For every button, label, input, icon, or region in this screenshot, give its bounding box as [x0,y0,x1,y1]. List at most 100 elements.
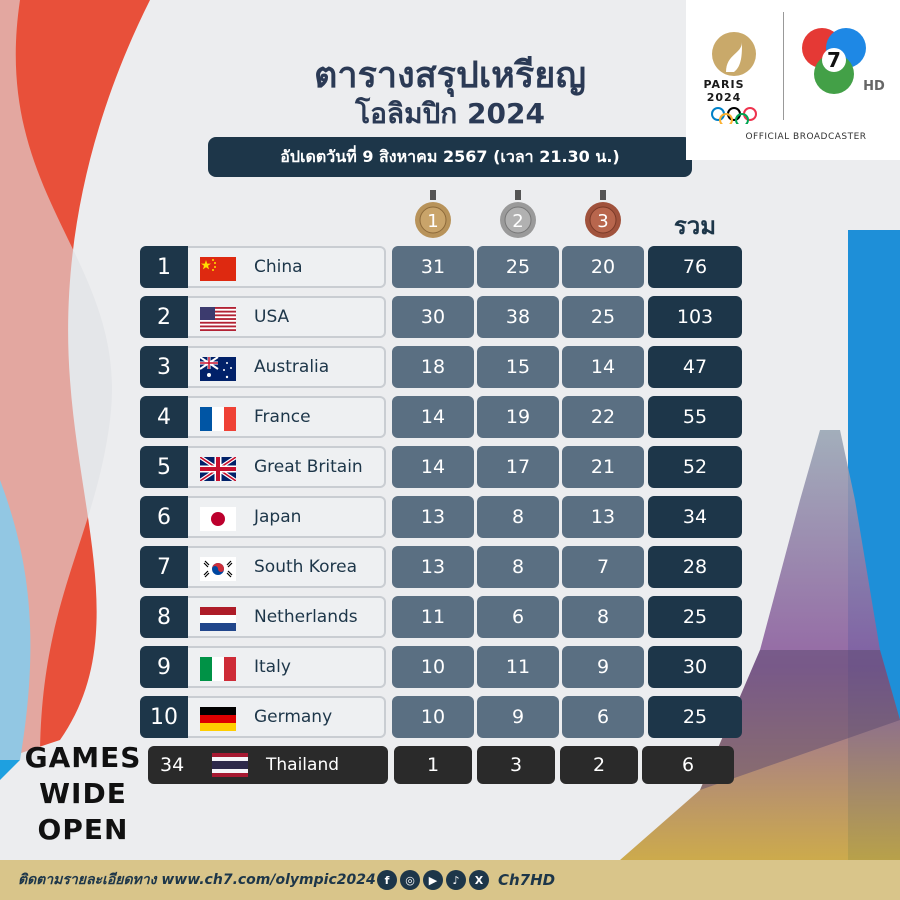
social-handle: Ch7HD [498,871,556,889]
country-cell: Japan [188,496,386,538]
country-name: Netherlands [254,607,358,627]
instagram-icon[interactable]: ◎ [400,870,420,890]
total-count: 55 [648,396,742,438]
country-name: Italy [254,657,291,677]
table-row: 7 South Korea 13 8 7 28 [0,546,900,588]
table-row: 2 USA 30 38 25 103 [0,296,900,338]
silver-count: 6 [477,596,559,638]
country-name: USA [254,307,290,327]
country-name: Germany [254,707,333,727]
usa-flag-icon [200,307,236,331]
gold-count: 14 [392,396,474,438]
australia-flag-icon [200,357,236,381]
silver-count: 38 [477,296,559,338]
country-name: France [254,407,311,427]
silver-count: 8 [477,546,559,588]
bronze-count: 22 [562,396,644,438]
youtube-icon[interactable]: ▶ [423,870,443,890]
table-row: 5 Great Britain 14 17 21 52 [0,446,900,488]
paris-2024-logo-icon [711,32,757,124]
rank-cell: 34 [148,746,388,784]
italy-flag-icon [200,657,236,681]
games-wide-open-slogan: GAMES WIDE OPEN [18,740,148,848]
gold-count: 18 [392,346,474,388]
total-count: 103 [648,296,742,338]
bronze-count: 9 [562,646,644,688]
bronze-medal-number: 3 [597,211,608,232]
south-korea-flag-icon [200,557,236,581]
total-count: 52 [648,446,742,488]
logo-divider [783,12,784,120]
country-name: Japan [254,507,302,527]
country-cell: Germany [188,696,386,738]
silver-count: 3 [477,746,555,784]
x-icon[interactable]: X [469,870,489,890]
gold-count: 13 [392,496,474,538]
rank-cell: 7 [140,546,188,588]
rank-cell: 8 [140,596,188,638]
bronze-count: 7 [562,546,644,588]
bronze-medal-icon: 3 [585,190,621,238]
country-cell: USA [188,296,386,338]
silver-count: 8 [477,496,559,538]
silver-count: 25 [477,246,559,288]
slogan-line: WIDE [39,777,127,810]
official-broadcaster-text: OFFICIAL BROADCASTER [745,132,867,142]
total-count: 76 [648,246,742,288]
country-name: China [254,257,303,277]
great-britain-flag-icon [200,457,236,481]
silver-count: 9 [477,696,559,738]
france-flag-icon [200,407,236,431]
bronze-count: 6 [562,696,644,738]
gold-count: 10 [392,696,474,738]
table-row: 3 Australia 18 15 14 47 [0,346,900,388]
total-count: 6 [642,746,734,784]
table-row: 10 Germany 10 9 6 25 [0,696,900,738]
country-name: Thailand [266,755,340,775]
bronze-count: 21 [562,446,644,488]
gold-count: 11 [392,596,474,638]
country-cell: Netherlands [188,596,386,638]
germany-flag-icon [200,707,236,731]
country-cell: China [188,246,386,288]
country-cell: South Korea [188,546,386,588]
silver-count: 19 [477,396,559,438]
facebook-icon[interactable]: f [377,870,397,890]
rank-cell: 6 [140,496,188,538]
gold-medal-icon: 1 [415,190,451,238]
hd-badge: HD [863,79,885,94]
bronze-count: 2 [560,746,638,784]
country-name: South Korea [254,557,358,577]
rank-cell: 1 [140,246,188,288]
thailand-flag-icon [212,753,248,777]
footer-link-text[interactable]: ติดตามรายละเอียดทาง www.ch7.com/olympic2… [18,872,376,888]
bronze-count: 13 [562,496,644,538]
table-row: 8 Netherlands 11 6 8 25 [0,596,900,638]
country-cell: France [188,396,386,438]
total-count: 25 [648,596,742,638]
ch7-logo-icon: 7 HD [802,28,885,94]
country-cell: Australia [188,346,386,388]
gold-count: 30 [392,296,474,338]
bronze-count: 25 [562,296,644,338]
bronze-count: 14 [562,346,644,388]
table-row: 1 China 31 25 20 76 [0,246,900,288]
country-name: Australia [254,357,330,377]
gold-count: 1 [394,746,472,784]
tiktok-icon[interactable]: ♪ [446,870,466,890]
slogan-line: OPEN [37,813,129,846]
footer-bar: ติดตามรายละเอียดทาง www.ch7.com/olympic2… [0,860,900,900]
silver-count: 15 [477,346,559,388]
gold-count: 13 [392,546,474,588]
total-count: 28 [648,546,742,588]
country-cell: Great Britain [188,446,386,488]
bronze-count: 20 [562,246,644,288]
rank-cell: 10 [140,696,188,738]
social-icons: f ◎ ▶ ♪ X [377,870,489,890]
ch7-number: 7 [827,48,841,72]
gold-count: 10 [392,646,474,688]
rank-cell: 2 [140,296,188,338]
gold-medal-number: 1 [427,211,438,232]
country-cell: Italy [188,646,386,688]
bronze-count: 8 [562,596,644,638]
